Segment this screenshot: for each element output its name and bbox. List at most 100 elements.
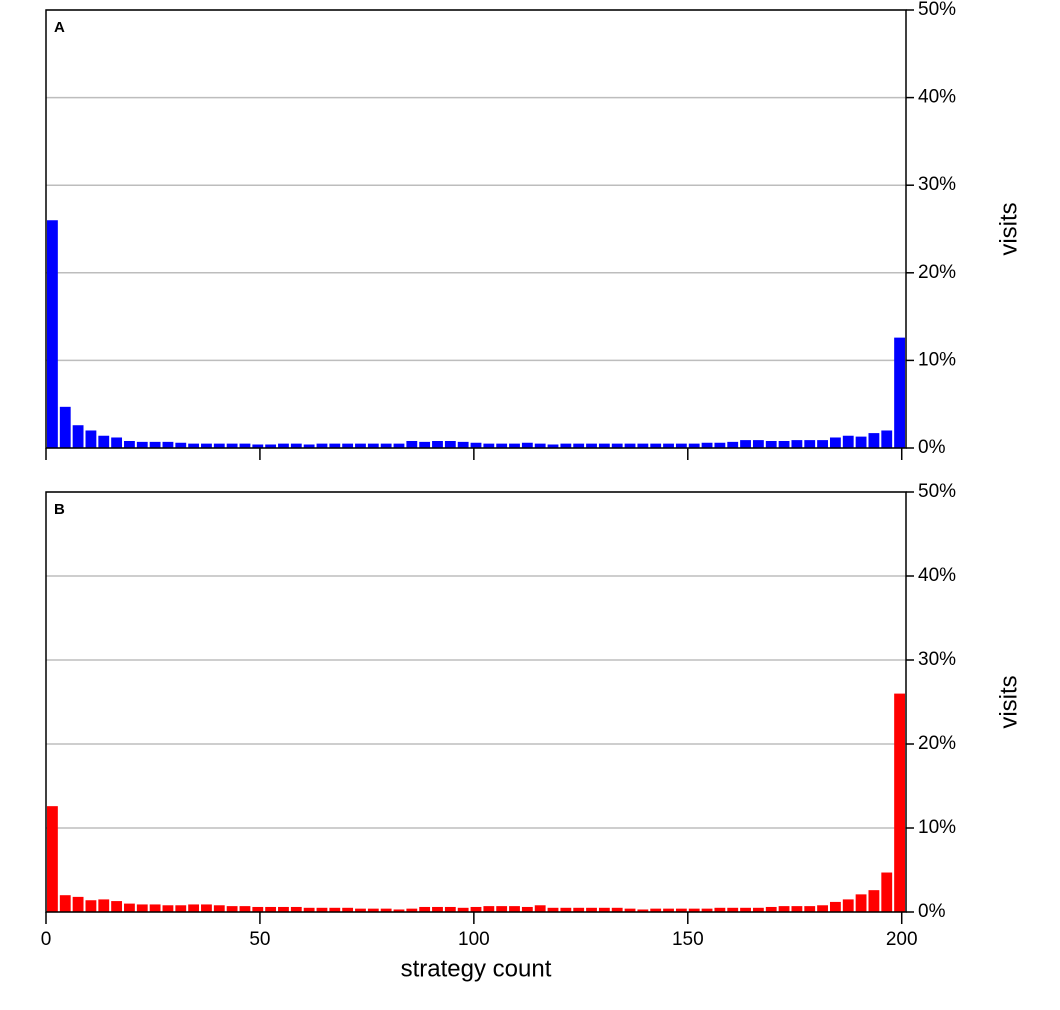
bar — [521, 906, 533, 912]
panel-label: B — [54, 501, 65, 518]
bar — [201, 904, 212, 912]
bar — [650, 908, 662, 912]
bar — [265, 906, 277, 912]
bar — [778, 906, 790, 912]
x-tick-label: 0 — [41, 929, 52, 950]
bar — [598, 443, 610, 448]
bar — [303, 907, 315, 912]
bar — [573, 907, 585, 912]
x-tick-label: 200 — [886, 929, 918, 950]
bar — [817, 440, 828, 448]
bar — [804, 440, 816, 448]
bar — [663, 908, 674, 912]
y-tick-label: 0% — [918, 901, 946, 922]
bar — [470, 442, 482, 448]
bar — [393, 443, 405, 448]
bar — [611, 443, 623, 448]
bar — [496, 906, 508, 912]
plot-frame — [45, 491, 907, 913]
bar — [727, 907, 739, 912]
bar — [47, 220, 58, 448]
bar — [509, 906, 520, 912]
bar — [586, 443, 597, 448]
bar — [547, 444, 559, 448]
y-tick-label: 30% — [918, 174, 956, 195]
bar — [393, 909, 405, 912]
bar — [496, 443, 508, 448]
bar — [894, 337, 905, 448]
y-tick-label: 30% — [918, 649, 956, 670]
bar — [419, 441, 431, 448]
bar — [688, 443, 700, 448]
bar — [701, 908, 713, 912]
bar — [201, 443, 212, 448]
bar — [226, 443, 238, 448]
y-tick-label: 10% — [918, 817, 956, 838]
bar — [355, 443, 366, 448]
bar — [637, 909, 649, 912]
bar — [842, 435, 854, 448]
y-tick-label: 40% — [918, 565, 956, 586]
bar — [547, 907, 559, 912]
bar — [342, 443, 354, 448]
bar — [701, 442, 713, 448]
bar — [162, 441, 174, 448]
bar — [534, 443, 546, 448]
x-tick-label: 150 — [672, 929, 704, 950]
bar — [624, 443, 636, 448]
x-tick-label: 100 — [458, 929, 490, 950]
bar — [85, 430, 97, 448]
bar — [727, 441, 739, 448]
y-tick-label: 10% — [918, 349, 956, 370]
bar — [444, 906, 456, 912]
bar — [98, 899, 110, 912]
bar — [136, 904, 148, 912]
bar — [894, 693, 905, 912]
bar — [675, 443, 687, 448]
bar — [586, 907, 597, 912]
bar — [534, 905, 546, 912]
bar — [316, 443, 328, 448]
bar — [868, 890, 880, 912]
bar — [457, 441, 469, 448]
bar — [842, 899, 854, 912]
bar — [855, 894, 867, 912]
bar — [367, 443, 379, 448]
bar — [419, 906, 431, 912]
bar — [329, 907, 341, 912]
bar — [355, 908, 366, 912]
bar — [290, 906, 302, 912]
bar — [881, 872, 893, 912]
bar — [663, 443, 674, 448]
bar — [406, 908, 418, 912]
bar — [303, 444, 315, 448]
bar — [124, 903, 135, 912]
bar — [213, 905, 225, 912]
bar — [817, 905, 828, 912]
bar — [342, 907, 354, 912]
bar — [765, 906, 777, 912]
bar — [188, 904, 200, 912]
bar — [124, 440, 135, 448]
y-axis-label: visits — [995, 675, 1022, 728]
y-tick-label: 50% — [918, 0, 956, 20]
bar — [778, 440, 790, 448]
bar — [688, 908, 700, 912]
bar — [432, 440, 443, 448]
bar — [432, 906, 443, 912]
bar — [560, 907, 572, 912]
bar — [278, 906, 289, 912]
bar — [765, 440, 777, 448]
y-tick-label: 50% — [918, 481, 956, 502]
bar — [752, 440, 764, 448]
y-tick-label: 20% — [918, 733, 956, 754]
bar — [598, 907, 610, 912]
bar — [611, 907, 623, 912]
bar — [740, 440, 751, 448]
bar — [444, 440, 456, 448]
bar — [881, 430, 893, 448]
bar — [59, 895, 71, 912]
bar — [329, 443, 341, 448]
